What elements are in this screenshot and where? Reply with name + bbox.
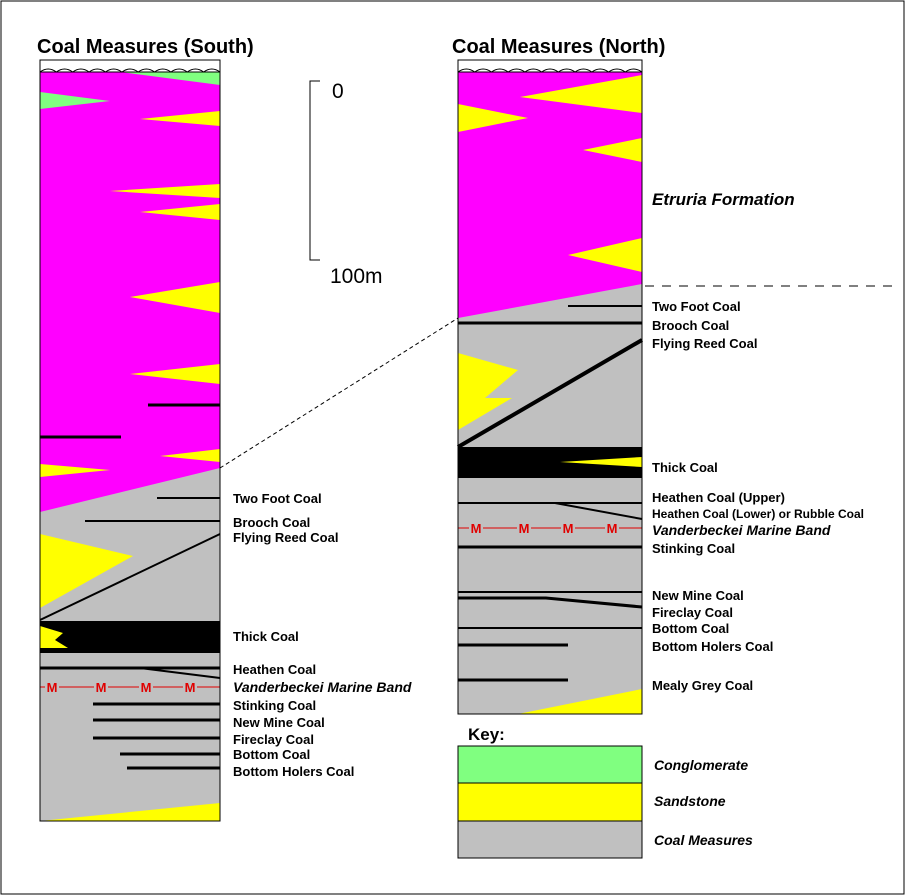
north-label-heathen-coal-lower: Heathen Coal (Lower) or Rubble Coal — [652, 507, 864, 521]
south-title: Coal Measures (South) — [37, 36, 254, 58]
north-erosion-surface — [457, 59, 643, 73]
south-sandstone-wedge — [140, 111, 220, 126]
south-sandstone-wedge — [160, 449, 220, 462]
north-title: Coal Measures (North) — [452, 36, 665, 58]
scale-bar: 0 100m — [309, 80, 383, 288]
south-label-stinking-coal: Stinking Coal — [233, 698, 316, 713]
south-label-bottom-coal: Bottom Coal — [233, 747, 310, 762]
north-sandstone-wedge — [520, 75, 642, 113]
key-swatch-sandstone — [457, 782, 643, 822]
key-legend: Key: Conglomerate Sandstone Coal Measure… — [457, 725, 753, 859]
marine-band-marker: M — [471, 521, 482, 536]
key-title: Key: — [468, 725, 505, 744]
south-label-bottom-holers-coal: Bottom Holers Coal — [233, 764, 354, 779]
north-label-stinking-coal: Stinking Coal — [652, 541, 735, 556]
north-label-fireclay-coal: Fireclay Coal — [652, 605, 733, 620]
north-label-bottom-holers-coal: Bottom Holers Coal — [652, 639, 773, 654]
north-label-two-foot-coal: Two Foot Coal — [652, 299, 741, 314]
south-sandstone-wedge — [40, 534, 133, 608]
south-sandstone-wedge — [140, 204, 220, 220]
south-etruria-formation — [40, 72, 220, 512]
north-label-brooch-coal: Brooch Coal — [652, 318, 729, 333]
north-heathen-lower-seam — [554, 502, 643, 520]
north-label-mealy-grey-coal: Mealy Grey Coal — [652, 678, 753, 693]
scale-bracket — [309, 80, 320, 261]
north-label-thick-coal: Thick Coal — [652, 460, 718, 475]
north-label-flying-reed-coal: Flying Reed Coal — [652, 336, 757, 351]
north-coal-measures — [458, 284, 642, 714]
south-label-marine-band: Vanderbeckei Marine Band — [233, 679, 412, 695]
south-label-fireclay-coal: Fireclay Coal — [233, 732, 314, 747]
south-thick-coal-sandstone — [40, 626, 68, 648]
north-label-heathen-coal-upper: Heathen Coal (Upper) — [652, 490, 785, 505]
north-sandstone-wedge — [583, 138, 642, 162]
south-sandstone-wedge — [40, 464, 110, 477]
key-swatch-coal-measures — [457, 820, 643, 859]
marine-band-marker: M — [141, 680, 152, 695]
north-sandstone-wedge — [458, 104, 528, 132]
marine-band-marker: M — [96, 680, 107, 695]
north-thick-coal-sandstone — [560, 457, 642, 467]
south-conglomerate-lens — [120, 72, 220, 85]
north-label-etruria-formation: Etruria Formation — [652, 190, 795, 209]
marine-band-marker: M — [519, 521, 530, 536]
north-column-border — [457, 71, 643, 715]
correlation-line — [219, 317, 459, 469]
south-sandstone-wedge — [130, 282, 220, 313]
south-label-heathen-coal: Heathen Coal — [233, 662, 316, 677]
south-label-two-foot-coal: Two Foot Coal — [233, 491, 322, 506]
south-label-thick-coal: Thick Coal — [233, 629, 299, 644]
north-basal-sandstone — [518, 689, 642, 714]
south-thick-coal — [40, 621, 220, 653]
key-swatch-conglomerate — [457, 745, 643, 784]
south-sandstone-wedge — [130, 364, 220, 384]
south-conglomerate-wedge — [40, 92, 110, 109]
marine-band-marker: M — [47, 680, 58, 695]
south-sandstone-wedge — [110, 184, 220, 198]
south-label-brooch-coal: Brooch Coal — [233, 515, 310, 530]
north-label-new-mine-coal: New Mine Coal — [652, 588, 744, 603]
south-heathen-split-seam — [139, 667, 221, 679]
scale-top-label: 0 — [332, 80, 344, 103]
marine-band-marker: M — [607, 521, 618, 536]
key-label-sandstone: Sandstone — [654, 793, 726, 809]
south-basal-sandstone — [40, 803, 220, 821]
south-erosion-surface — [39, 59, 221, 73]
key-label-conglomerate: Conglomerate — [654, 757, 748, 773]
scale-bottom-label: 100m — [330, 265, 383, 288]
north-sandstone-wedge — [568, 238, 642, 272]
south-flying-reed-coal-seam — [39, 533, 221, 621]
north-label-bottom-coal: Bottom Coal — [652, 621, 729, 636]
north-label-marine-band: Vanderbeckei Marine Band — [652, 522, 831, 538]
key-label-coal-measures: Coal Measures — [654, 832, 753, 848]
north-sandstone-wedge — [458, 353, 518, 430]
south-column-border — [39, 71, 221, 822]
marine-band-marker: M — [563, 521, 574, 536]
marine-band-marker: M — [185, 680, 196, 695]
south-label-flying-reed-coal: Flying Reed Coal — [233, 530, 338, 545]
north-fireclay-coal-seam — [458, 596, 643, 609]
north-flying-reed-coal-seam — [456, 338, 644, 449]
south-label-new-mine-coal: New Mine Coal — [233, 715, 325, 730]
